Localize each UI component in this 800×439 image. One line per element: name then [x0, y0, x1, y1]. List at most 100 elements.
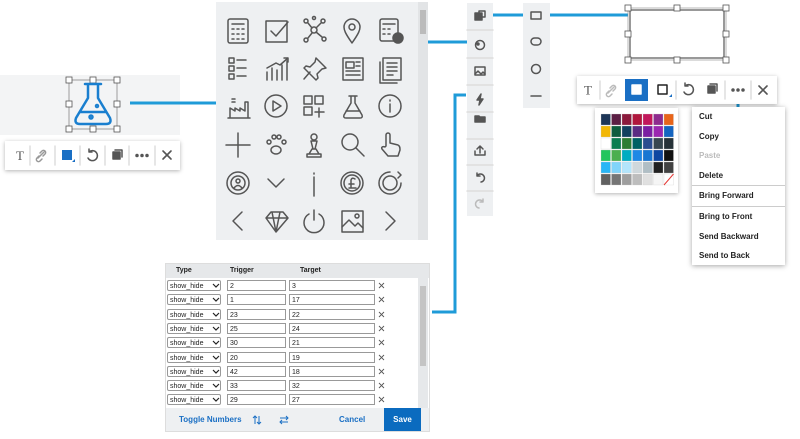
tools[interactable] [599, 79, 768, 101]
target-input[interactable]: 3 [289, 280, 375, 291]
target-input[interactable]: 19 [289, 351, 375, 363]
menu-item[interactable]: Delete [692, 166, 785, 187]
color-swatch[interactable] [632, 125, 643, 138]
sidebar-icons[interactable] [466, 10, 494, 209]
color-swatch[interactable] [621, 149, 632, 162]
color-swatch[interactable] [621, 125, 632, 138]
color-swatch[interactable] [611, 149, 622, 162]
scroll-thumb[interactable] [420, 286, 426, 366]
color-swatch[interactable] [632, 137, 643, 150]
scroll-thumb[interactable] [420, 10, 426, 34]
color-swatch[interactable] [611, 161, 622, 174]
swap-icons[interactable] [252, 414, 292, 426]
color-swatch[interactable] [621, 173, 632, 186]
color-swatch[interactable] [611, 173, 622, 186]
target-input[interactable]: 32 [289, 380, 375, 392]
save-button[interactable]: Save [384, 408, 421, 431]
type-select[interactable]: show_hide [167, 294, 221, 306]
menu-item[interactable]: Copy [699, 131, 719, 141]
dropdown-arrow [212, 297, 220, 303]
color-swatch[interactable] [600, 137, 611, 150]
remove-row[interactable] [378, 354, 385, 360]
menu-item[interactable]: Bring Forward [692, 186, 785, 207]
text-tool[interactable]: T [16, 148, 24, 163]
type-select[interactable]: show_hide [167, 365, 221, 377]
trigger-input[interactable]: 33 [227, 380, 286, 392]
color-swatch[interactable] [653, 149, 664, 162]
type-select[interactable]: show_hide [167, 351, 221, 363]
color-swatch[interactable] [642, 125, 653, 138]
trigger-input[interactable]: 30 [227, 337, 286, 349]
color-swatch[interactable] [653, 137, 664, 150]
remove-row[interactable] [378, 397, 385, 403]
color-swatch[interactable] [663, 137, 674, 150]
type-select[interactable]: show_hide [167, 337, 221, 349]
target-input[interactable]: 21 [289, 337, 375, 349]
color-swatch[interactable] [632, 149, 643, 162]
target-input[interactable]: 17 [289, 294, 375, 306]
color-swatch[interactable] [642, 161, 653, 174]
trigger-input[interactable]: 1 [227, 294, 286, 306]
color-swatch[interactable] [642, 113, 653, 126]
toggle-numbers[interactable]: Toggle Numbers [179, 415, 242, 424]
color-swatch[interactable] [632, 173, 643, 186]
target-input[interactable]: 24 [289, 322, 375, 334]
color-swatch[interactable] [653, 113, 664, 126]
remove-row[interactable] [378, 311, 385, 317]
trigger-input[interactable]: 25 [227, 322, 286, 334]
color-swatch[interactable] [653, 125, 664, 138]
icon-grid[interactable] [225, 15, 404, 234]
menu-item[interactable]: Cut [699, 112, 713, 121]
color-swatch[interactable] [663, 125, 674, 138]
remove-row[interactable] [378, 382, 385, 389]
color-swatch[interactable] [600, 161, 611, 174]
menu-item[interactable]: Bring to Front [699, 211, 753, 221]
trigger-input[interactable]: 23 [227, 308, 286, 320]
color-swatch[interactable] [600, 113, 611, 126]
type-select[interactable]: show_hide [167, 322, 221, 334]
color-swatch[interactable] [600, 173, 611, 186]
color-swatch[interactable] [632, 113, 643, 126]
type-select[interactable]: show_hide [167, 280, 221, 291]
remove-row[interactable] [378, 296, 385, 303]
color-swatch[interactable] [611, 125, 622, 138]
type-select[interactable]: show_hide [167, 380, 221, 392]
flask-element[interactable] [65, 76, 121, 133]
color-swatch[interactable] [663, 113, 674, 126]
color-swatch[interactable] [600, 149, 611, 162]
shape-options[interactable] [530, 11, 542, 97]
target-input[interactable]: 27 [289, 394, 375, 406]
remove-row[interactable] [378, 282, 385, 289]
type-select[interactable]: show_hide [167, 308, 221, 320]
remove-row[interactable] [378, 339, 385, 346]
color-swatch[interactable] [621, 161, 632, 174]
trigger-input[interactable]: 42 [227, 365, 286, 377]
color-swatch[interactable] [621, 113, 632, 126]
text-tool[interactable]: T [584, 83, 592, 98]
rectangle-element[interactable] [624, 4, 730, 64]
color-swatch[interactable] [611, 113, 622, 126]
trigger-input[interactable]: 29 [227, 394, 286, 406]
color-swatch[interactable] [642, 137, 653, 150]
color-swatch[interactable] [663, 161, 674, 174]
target-input[interactable]: 22 [289, 308, 375, 320]
cancel-button[interactable]: Cancel [339, 415, 366, 424]
menu-item[interactable]: Send to Back [699, 251, 750, 261]
remove-row[interactable] [378, 368, 385, 375]
tools[interactable] [29, 145, 172, 166]
color-swatch[interactable] [611, 137, 622, 150]
color-swatch[interactable] [621, 137, 632, 150]
color-swatch[interactable] [632, 161, 643, 174]
color-swatch[interactable] [653, 161, 664, 174]
color-swatch[interactable] [663, 149, 674, 162]
color-swatch[interactable] [642, 173, 653, 186]
trigger-input[interactable]: 20 [227, 351, 286, 363]
menu-item[interactable]: Send Backward [699, 231, 759, 241]
color-swatch[interactable] [653, 173, 664, 186]
trigger-input[interactable]: 2 [227, 280, 286, 291]
color-swatch[interactable] [600, 125, 611, 138]
remove-row[interactable] [378, 325, 385, 332]
type-select[interactable]: show_hide [167, 394, 221, 406]
color-swatch[interactable] [642, 149, 653, 162]
target-input[interactable]: 18 [289, 365, 375, 377]
